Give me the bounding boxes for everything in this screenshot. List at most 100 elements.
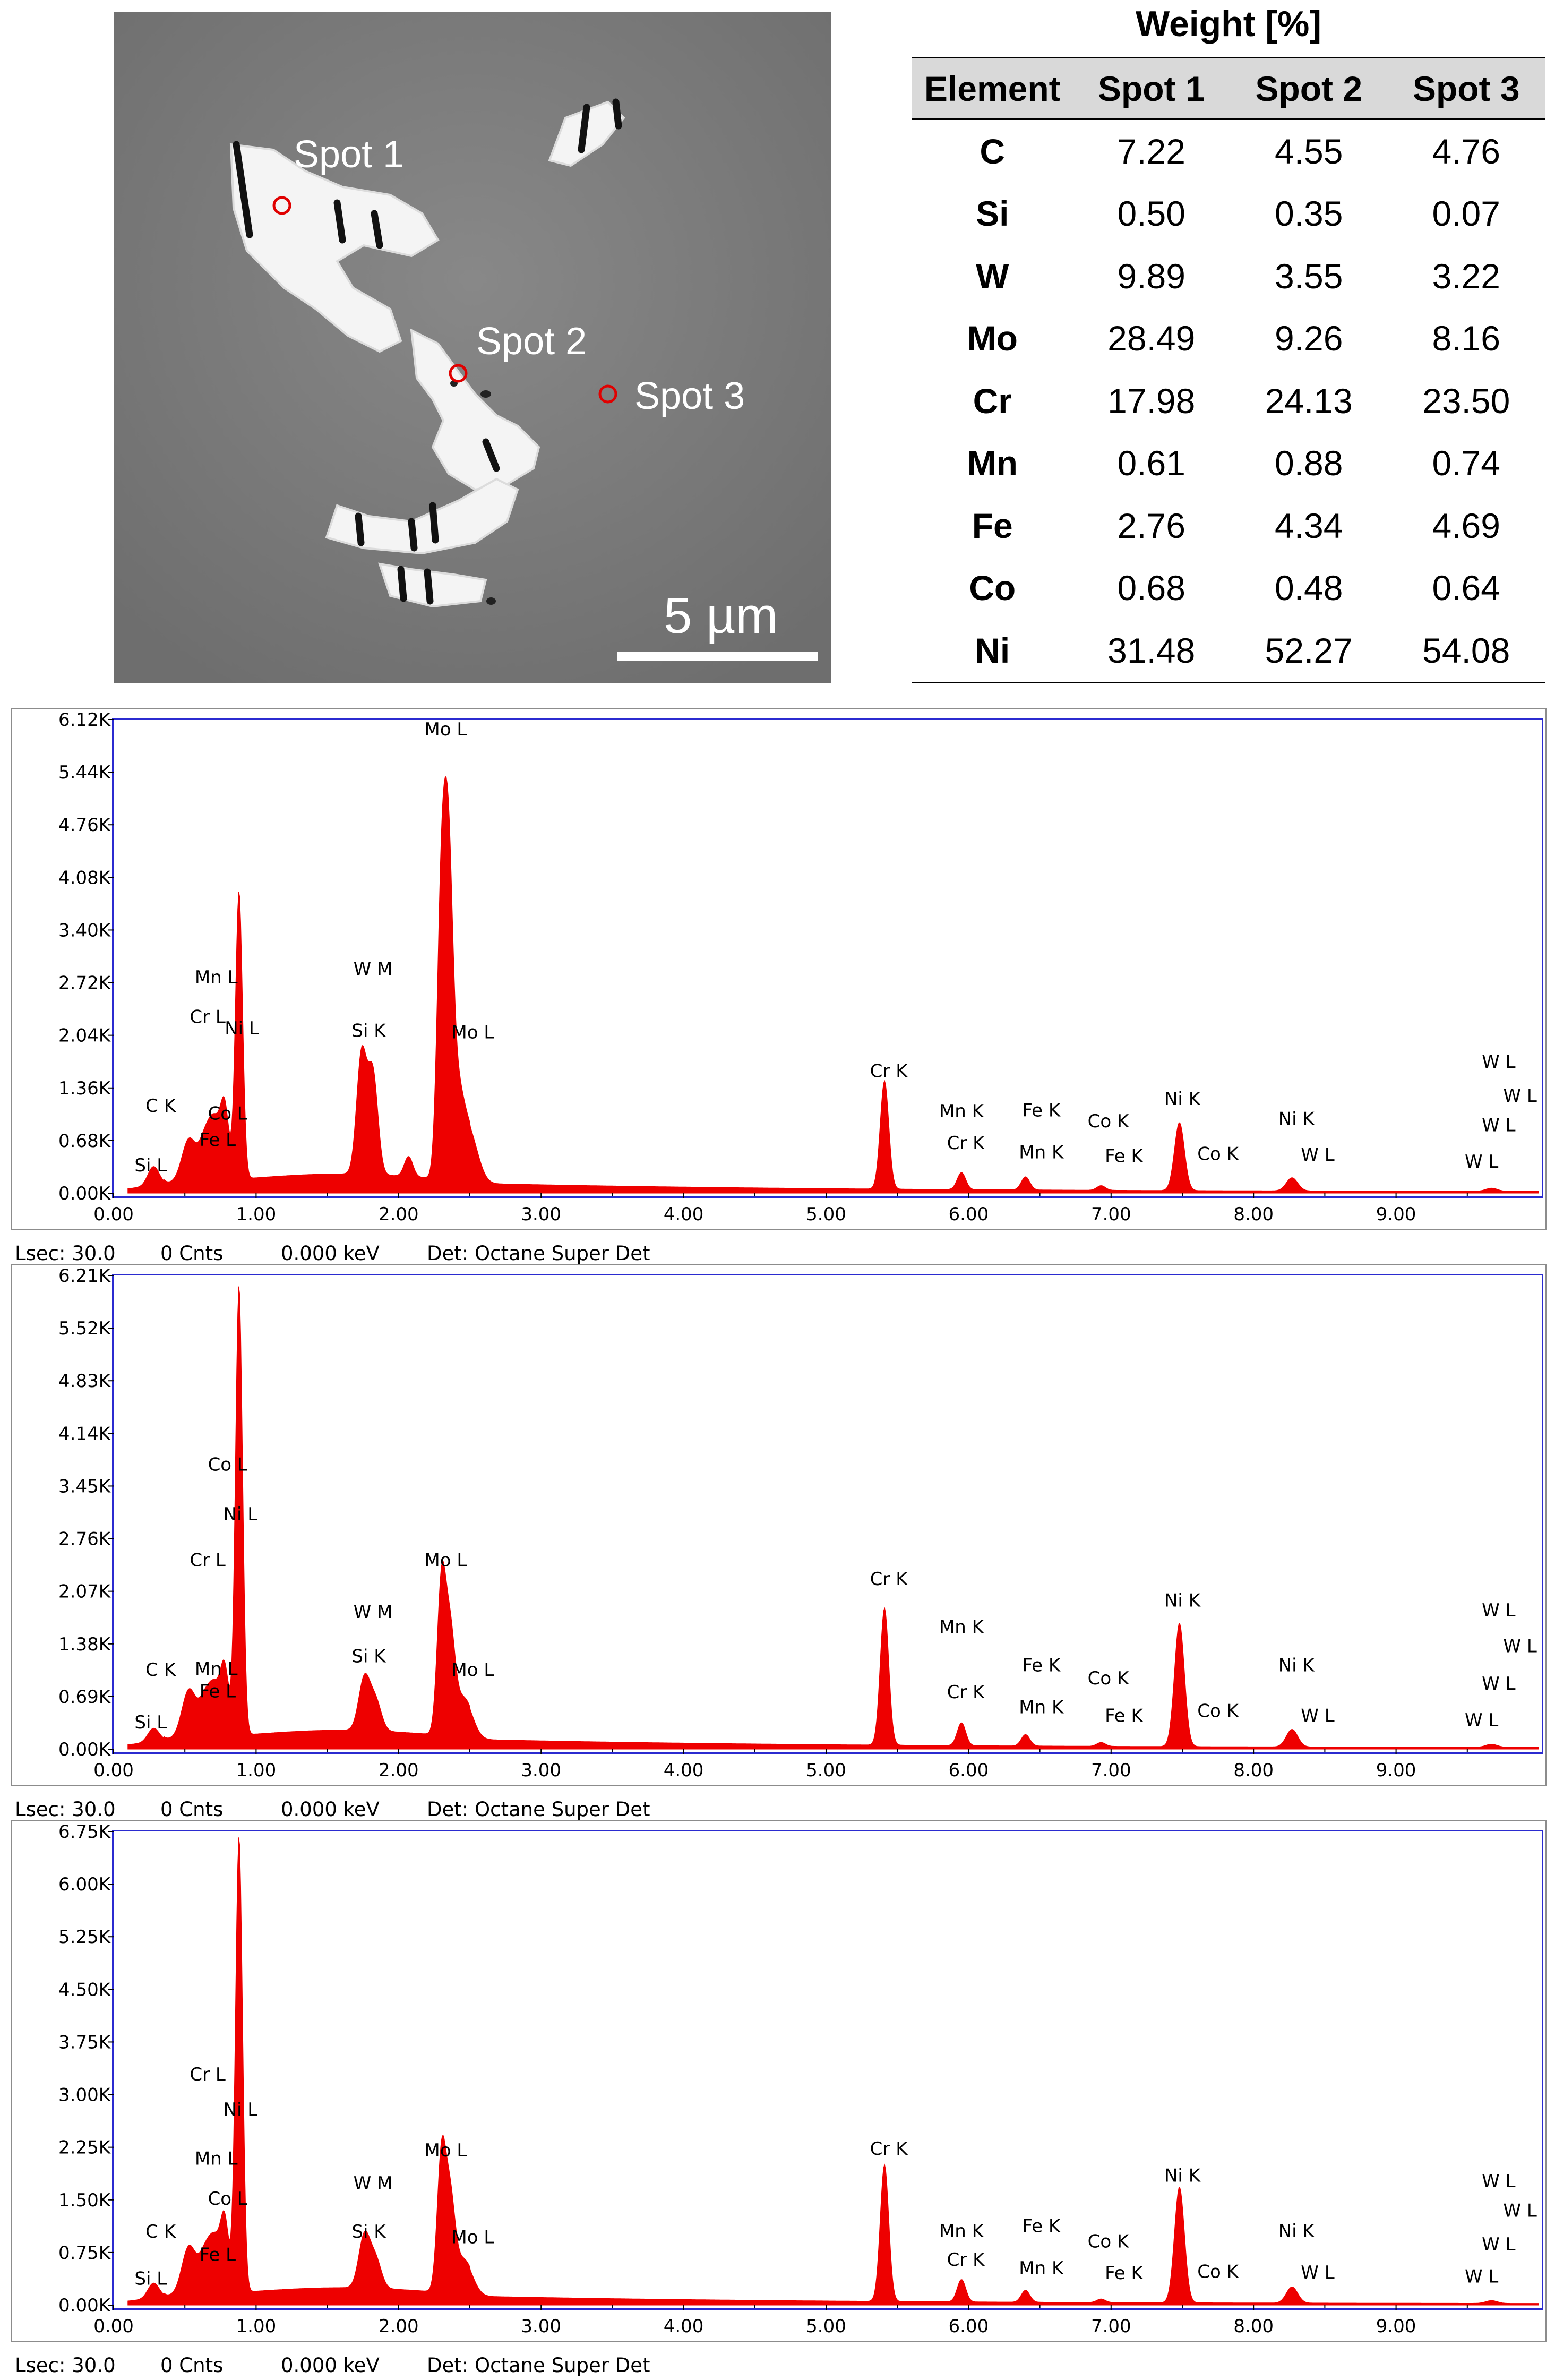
spectrum-area [127, 1837, 1539, 2306]
spectrum-svg: 0.00K 0.68K 1.36K 2.04K 2.72K 3.40K 4.08K 4.76K… [58, 709, 1539, 1225]
cell-spot-2: 3.55 [1274, 256, 1343, 296]
cell-spot-3: 0.64 [1432, 568, 1500, 608]
cell-spot-3: 4.76 [1432, 131, 1500, 171]
table-row: Mn 0.61 0.88 0.74 [912, 432, 1545, 495]
y-tick-label: 0.68K [58, 1131, 111, 1152]
peak-label: Ni K [1164, 1590, 1201, 1611]
peak-label: Si K [351, 1021, 386, 1042]
peak-label: Si L [134, 1155, 167, 1176]
y-tick-label: 6.12K [58, 709, 111, 731]
y-tick-label: 1.50K [58, 2190, 111, 2211]
peak-label: Cr K [947, 1133, 986, 1154]
table-row: W 9.89 3.55 3.22 [912, 245, 1545, 307]
cell-spot-2: 4.55 [1274, 131, 1343, 171]
cell-spot-3: 4.69 [1432, 506, 1500, 545]
peak-label: Cr K [947, 1682, 986, 1703]
y-tick-label: 4.14K [58, 1423, 111, 1444]
sem-micrograph: Spot 1 Spot 2 Spot 3 5 µm [114, 12, 831, 683]
header-element: Element [912, 57, 1073, 120]
x-tick-label: 7.00 [1091, 1760, 1131, 1781]
cell-spot-3: 8.16 [1432, 319, 1500, 358]
header-spot-2: Spot 2 [1230, 57, 1388, 120]
peak-label: W M [354, 1602, 393, 1623]
spot-markers [272, 196, 617, 404]
peak-label: Ni L [224, 1504, 258, 1525]
peak-label: Mo L [451, 2227, 494, 2248]
footer-det: Det: Octane Super Det [427, 2354, 650, 2377]
peak-label: Mn K [1019, 2258, 1064, 2279]
peak-label: C K [145, 2221, 177, 2242]
peak-label: W L [1503, 1636, 1536, 1657]
footer-kev: 0.000 keV [281, 2354, 380, 2377]
cell-spot-2: 52.27 [1230, 619, 1388, 683]
spot-1-label: Spot 1 [294, 133, 405, 176]
x-tick-label: 2.00 [379, 1204, 419, 1225]
y-tick-label: 2.72K [58, 973, 111, 994]
peak-label: Cr L [190, 1006, 226, 1028]
peak-label: Fe K [1022, 2216, 1061, 2237]
peak-label: W L [1465, 1151, 1498, 1172]
spot-3-label: Spot 3 [634, 375, 745, 417]
x-tick-label: 5.00 [806, 1760, 846, 1781]
cell-element: W [976, 256, 1009, 296]
table-title: Weight [%] [1135, 4, 1322, 44]
peak-label: Ni K [1164, 1089, 1201, 1110]
peak-label: Mn K [939, 1101, 985, 1122]
y-tick-label: 0.00K [58, 2295, 111, 2316]
peak-label: Mn K [939, 1617, 985, 1638]
x-tick-label: 3.00 [521, 1204, 561, 1225]
x-tick-label: 2.00 [379, 1760, 419, 1781]
cell-spot-1: 9.89 [1117, 256, 1185, 296]
cell-spot-3: 0.74 [1432, 443, 1500, 483]
table-row: Co 0.68 0.48 0.64 [912, 557, 1545, 620]
x-tick-label: 5.00 [806, 2316, 846, 2337]
peak-label: Fe K [1105, 1146, 1144, 1167]
table-row: C 7.22 4.55 4.76 [912, 119, 1545, 183]
peak-label: Co K [1088, 1668, 1130, 1689]
spectrum-svg: 0.00K 0.69K 1.38K 2.07K 2.76K 3.45K 4.14K 4.83K… [58, 1265, 1539, 1781]
footer-lsec: Lsec: 30.0 [15, 1798, 116, 1821]
y-tick-label: 0.75K [58, 2242, 111, 2264]
peak-label: Cr K [870, 1569, 909, 1590]
footer-kev: 0.000 keV [281, 1242, 380, 1265]
header-spot-1: Spot 1 [1072, 57, 1230, 120]
peak-label: Cr K [870, 1060, 909, 1082]
spot-2-label: Spot 2 [476, 320, 587, 363]
cell-spot-1: 31.48 [1072, 619, 1230, 683]
footer-lsec: Lsec: 30.0 [15, 2354, 116, 2377]
y-tick-label: 2.07K [58, 1581, 111, 1603]
x-tick-label: 4.00 [664, 1204, 704, 1225]
y-tick-label: 5.52K [58, 1318, 111, 1339]
cell-spot-1: 0.61 [1117, 443, 1185, 483]
cell-spot-3: 0.07 [1432, 194, 1500, 234]
peak-label: Cr L [190, 2064, 226, 2085]
peak-label: Mo L [424, 719, 467, 740]
y-tick-label: 4.08K [58, 867, 111, 888]
peak-label: Ni K [1278, 1655, 1316, 1676]
peak-label: W L [1482, 1673, 1515, 1694]
x-tick-label: 6.00 [949, 2316, 989, 2337]
y-tick-label: 0.00K [58, 1739, 111, 1760]
micrograph-image [114, 12, 831, 683]
peak-label: W L [1465, 1710, 1498, 1731]
x-tick-label: 0.00 [93, 2316, 134, 2337]
cell-element: Fe [972, 506, 1013, 545]
y-tick-label: 3.75K [58, 2032, 111, 2053]
peak-label: W L [1301, 2262, 1334, 2283]
y-tick-label: 0.69K [58, 1686, 111, 1708]
peak-label: W L [1465, 2266, 1498, 2288]
peak-label: Ni K [1278, 2221, 1316, 2242]
footer-kev: 0.000 keV [281, 1798, 380, 1821]
peak-label: Si K [351, 2221, 386, 2242]
x-tick-label: 2.00 [379, 2316, 419, 2337]
x-tick-label: 7.00 [1091, 1204, 1131, 1225]
cell-element: Ni [912, 619, 1073, 683]
peak-label: Mo L [451, 1659, 494, 1681]
cell-spot-1: 2.76 [1117, 506, 1185, 545]
spectrum-plot-spot-1 [112, 718, 1543, 1198]
table-row: Mo 28.49 9.26 8.16 [912, 307, 1545, 370]
cell-spot-3: 23.50 [1422, 381, 1510, 421]
peak-label: C K [145, 1659, 177, 1681]
peak-label: Co K [1088, 2231, 1130, 2253]
y-tick-label: 5.25K [58, 1927, 111, 1948]
